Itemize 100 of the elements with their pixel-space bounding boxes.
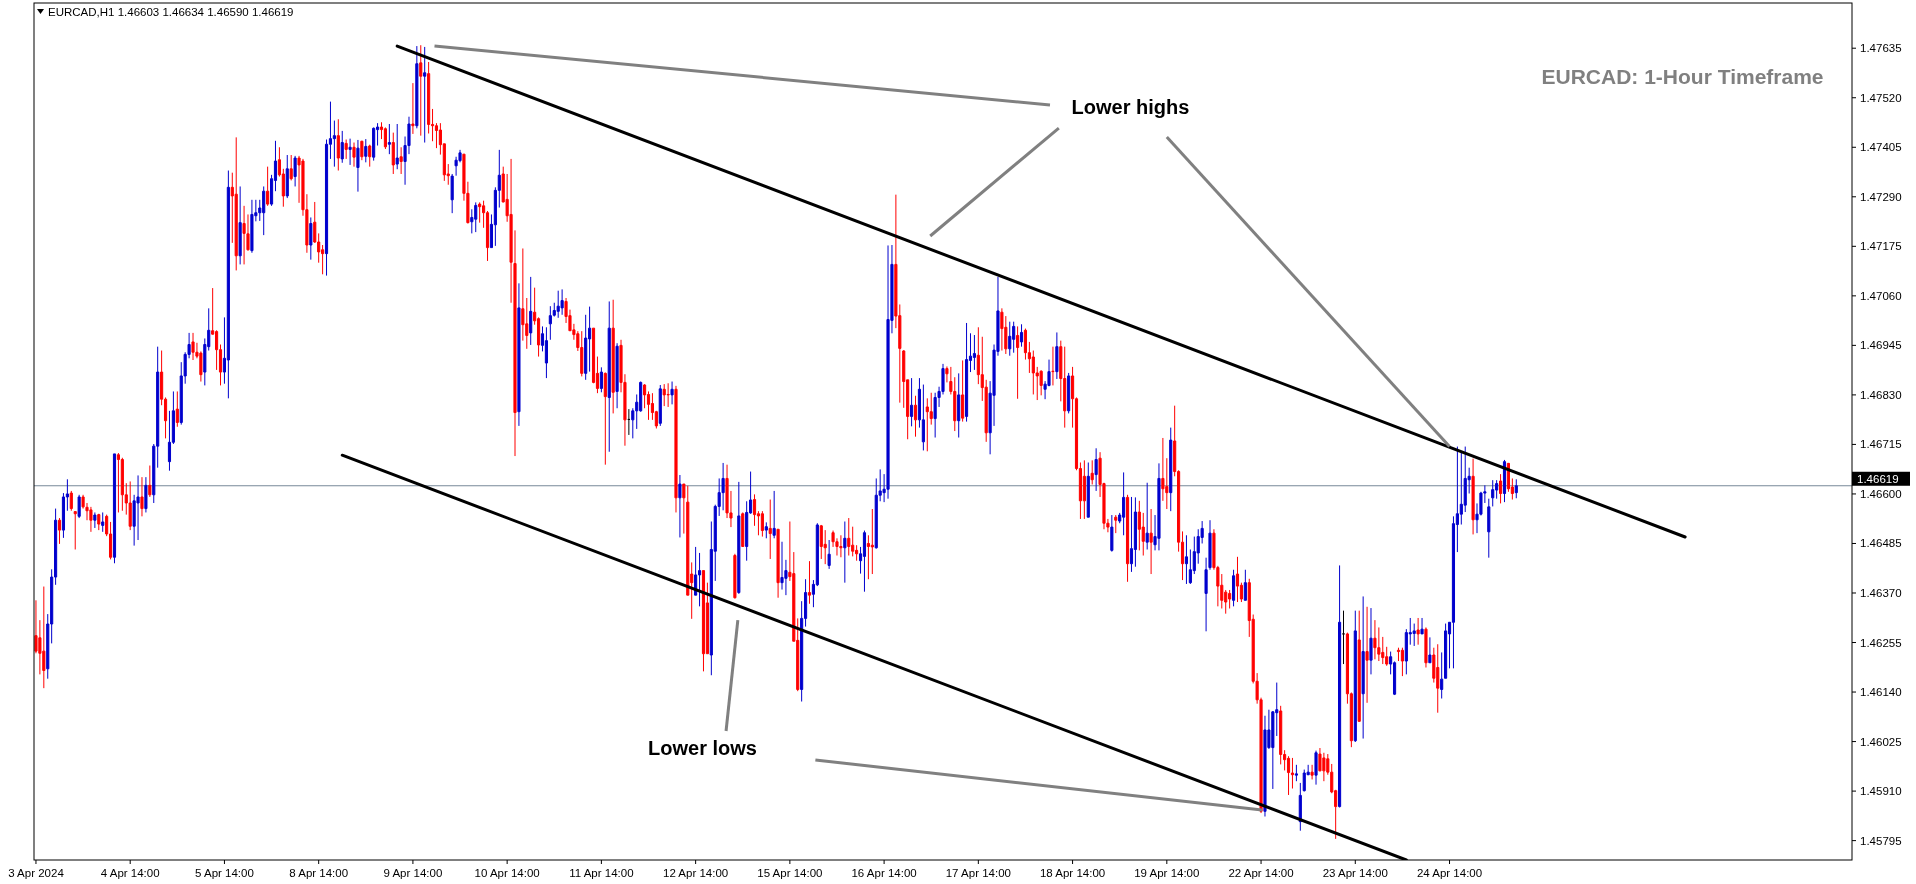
candlestick xyxy=(1129,496,1134,573)
x-tick-label: 18 Apr 14:00 xyxy=(1039,867,1106,879)
ref-line-label: 1.46619 xyxy=(1857,472,1899,485)
candlestick xyxy=(140,476,144,517)
x-tick-label: 10 Apr 14:00 xyxy=(474,867,540,879)
candlestick xyxy=(42,586,46,689)
candlestick xyxy=(611,299,615,414)
candlestick xyxy=(517,282,521,427)
y-tick-label: 1.47175 xyxy=(1860,240,1902,253)
candlestick xyxy=(737,481,741,595)
candlestick xyxy=(886,244,890,500)
candlestick xyxy=(234,136,238,271)
candlestick xyxy=(1400,647,1404,677)
candlestick xyxy=(372,126,376,162)
candlestick xyxy=(1016,325,1020,400)
candlestick xyxy=(1019,323,1024,348)
candlestick xyxy=(1094,447,1098,492)
candlestick xyxy=(340,130,344,164)
candlestick xyxy=(615,342,619,409)
candlestick xyxy=(57,517,62,545)
x-tick-label: 15 Apr 14:00 xyxy=(757,867,823,879)
candlestick xyxy=(423,46,427,144)
y-tick-label: 1.46600 xyxy=(1860,487,1902,500)
candlestick xyxy=(780,541,784,591)
candlestick xyxy=(478,201,482,224)
candlestick xyxy=(548,305,552,341)
candlestick xyxy=(348,138,352,166)
y-tick-label: 1.46255 xyxy=(1860,636,1902,649)
candlestick xyxy=(843,521,847,584)
candlestick xyxy=(1373,619,1377,660)
candlestick xyxy=(474,201,478,233)
candlestick xyxy=(1067,372,1071,414)
candlestick xyxy=(768,499,772,560)
candlestick xyxy=(925,397,929,452)
candlestick xyxy=(544,326,548,379)
candlestick xyxy=(1428,636,1432,664)
y-tick-label: 1.45910 xyxy=(1860,785,1902,798)
candlestick xyxy=(266,166,270,207)
candlestick xyxy=(658,384,662,427)
candlestick xyxy=(556,290,560,319)
x-tick-label: 5 Apr 14:00 xyxy=(195,867,254,879)
candlestick xyxy=(670,381,674,405)
candlestick xyxy=(662,383,666,407)
candlestick xyxy=(741,511,745,547)
candlestick xyxy=(368,144,372,168)
y-tick-label: 1.46140 xyxy=(1860,686,1902,699)
candlestick xyxy=(1361,595,1365,740)
x-tick-label: 19 Apr 14:00 xyxy=(1134,867,1200,879)
candlestick xyxy=(1000,307,1004,352)
candlestick xyxy=(870,508,874,575)
annotation: Lower highs xyxy=(1071,96,1190,119)
candlestick xyxy=(112,453,117,564)
candlestick xyxy=(827,539,831,570)
candlestick xyxy=(666,382,670,408)
candlestick xyxy=(607,300,611,453)
candlestick xyxy=(97,513,101,531)
y-tick-label: 1.46945 xyxy=(1860,339,1902,352)
candlestick xyxy=(1338,564,1342,808)
candlestick xyxy=(760,510,764,538)
candlestick xyxy=(411,82,415,135)
candlestick xyxy=(1487,498,1491,559)
y-tick-label: 1.46485 xyxy=(1860,537,1902,550)
candlestick xyxy=(1314,750,1318,786)
candlestick xyxy=(1086,462,1090,518)
candlestick xyxy=(120,457,124,512)
candlestick xyxy=(1008,321,1012,357)
candlestick xyxy=(1491,479,1495,507)
candlestick xyxy=(191,332,195,361)
candlestick xyxy=(1169,427,1173,512)
candlestick xyxy=(1365,606,1369,704)
candlestick xyxy=(701,570,706,672)
candlestick xyxy=(560,288,564,316)
candlestick xyxy=(344,139,348,160)
candlestick xyxy=(733,553,737,600)
candlestick xyxy=(242,205,246,265)
candlestick xyxy=(807,560,812,605)
candlestick xyxy=(1051,346,1055,386)
candlestick xyxy=(1157,462,1161,551)
candlestick xyxy=(1357,610,1361,723)
chart-subtitle: EURCAD,H1 1.46603 1.46634 1.46590 1.46619 xyxy=(48,6,294,18)
candlestick xyxy=(309,216,313,261)
candlestick xyxy=(1322,752,1326,782)
candlestick xyxy=(1416,617,1420,646)
candlestick xyxy=(1184,534,1189,585)
candlestick xyxy=(1294,764,1298,782)
candlestick xyxy=(1149,508,1153,575)
candlestick xyxy=(289,154,293,181)
candlestick xyxy=(772,490,776,539)
candlestick xyxy=(1436,643,1440,714)
candlestick xyxy=(1341,610,1346,665)
candlestick xyxy=(69,490,73,512)
candlestick xyxy=(419,44,423,137)
candlestick xyxy=(1232,569,1236,607)
candlestick xyxy=(1122,471,1126,536)
candlestick xyxy=(580,330,584,377)
x-tick-label: 17 Apr 14:00 xyxy=(945,867,1011,879)
candlestick xyxy=(1125,494,1130,583)
candlestick xyxy=(1145,482,1149,550)
candlestick xyxy=(399,146,403,175)
candlestick xyxy=(360,140,364,161)
